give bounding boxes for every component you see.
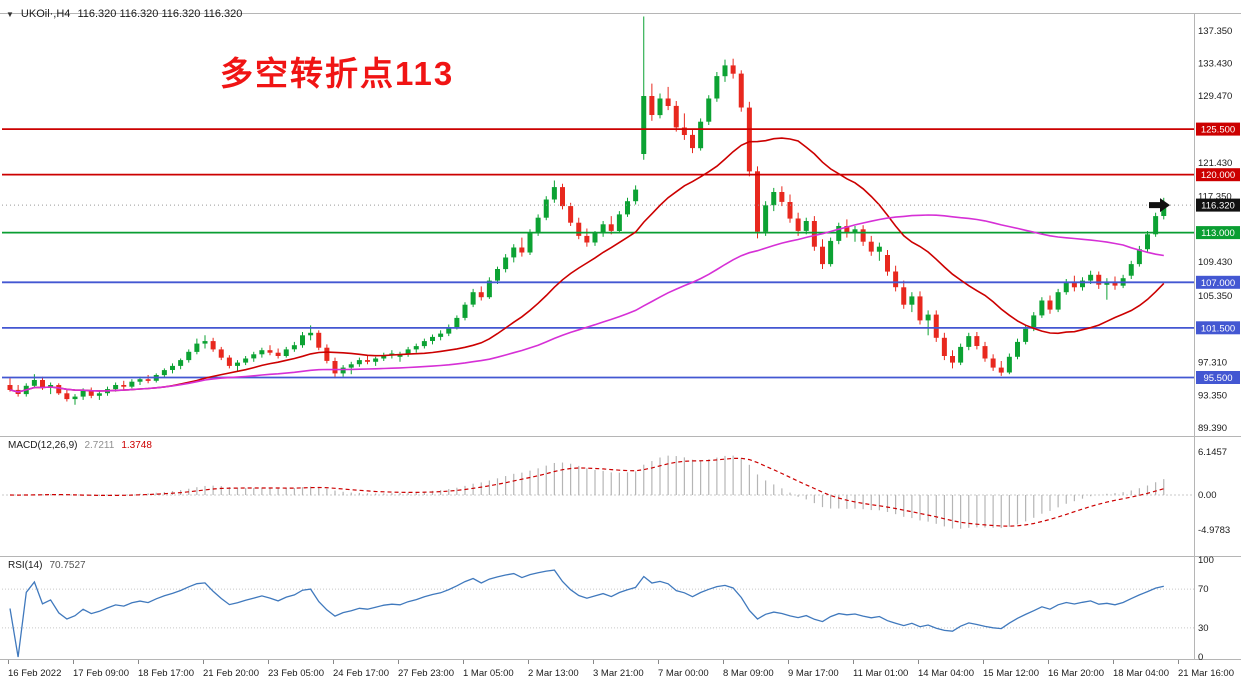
svg-text:137.350: 137.350 (1198, 26, 1232, 37)
price-arrow-icon (1149, 198, 1170, 213)
svg-text:23 Feb 05:00: 23 Feb 05:00 (268, 668, 324, 679)
svg-text:8 Mar 09:00: 8 Mar 09:00 (723, 668, 774, 679)
svg-text:9 Mar 17:00: 9 Mar 17:00 (788, 668, 839, 679)
price-tag: 113.000 (1196, 226, 1240, 240)
rsi-indicator-label: RSI(14) 70.7527 (8, 560, 86, 571)
svg-text:97.310: 97.310 (1198, 358, 1227, 369)
svg-text:105.350: 105.350 (1198, 291, 1232, 302)
svg-text:2 Mar 13:00: 2 Mar 13:00 (528, 668, 579, 679)
current-price-tag: 116.320 (1196, 198, 1240, 212)
svg-text:1 Mar 05:00: 1 Mar 05:00 (463, 668, 514, 679)
rsi-name: RSI(14) (8, 560, 43, 571)
svg-text:17 Feb 09:00: 17 Feb 09:00 (73, 668, 129, 679)
svg-text:7 Mar 00:00: 7 Mar 00:00 (658, 668, 709, 679)
svg-text:21 Mar 16:00: 21 Mar 16:00 (1178, 668, 1234, 679)
macd-indicator-label: MACD(12,26,9) 2.7211 1.3748 (8, 440, 152, 451)
svg-text:107.000: 107.000 (1201, 278, 1235, 289)
macd-signal-line (9, 457, 1164, 527)
svg-text:24 Feb 17:00: 24 Feb 17:00 (333, 668, 389, 679)
price-tag: 107.000 (1196, 275, 1240, 289)
svg-text:93.350: 93.350 (1198, 390, 1227, 401)
svg-text:113.000: 113.000 (1201, 228, 1235, 239)
svg-text:100: 100 (1198, 555, 1214, 566)
current-price-line (2, 198, 1194, 213)
ma-slow-line (9, 214, 1164, 393)
svg-text:109.430: 109.430 (1198, 257, 1232, 268)
svg-text:-4.9783: -4.9783 (1198, 525, 1230, 536)
svg-text:27 Feb 23:00: 27 Feb 23:00 (398, 668, 454, 679)
svg-text:125.500: 125.500 (1201, 125, 1235, 136)
symbol-period-label: UKOil·,H4 (20, 8, 71, 20)
svg-text:120.000: 120.000 (1201, 170, 1235, 181)
rsi-axis: 100 70 30 0 (1198, 555, 1214, 663)
svg-text:129.470: 129.470 (1198, 91, 1232, 102)
macd-axis: 6.1457 0.00 -4.9783 (1198, 447, 1230, 536)
ohlc-quotes: 116.320 116.320 116.320 116.320 (77, 8, 243, 20)
ma-fast (9, 137, 1165, 393)
svg-text:3 Mar 21:00: 3 Mar 21:00 (593, 668, 644, 679)
svg-text:14 Mar 04:00: 14 Mar 04:00 (918, 668, 974, 679)
svg-text:95.500: 95.500 (1203, 373, 1232, 384)
svg-text:21 Feb 20:00: 21 Feb 20:00 (203, 668, 259, 679)
macd-signal-value: 1.3748 (121, 440, 152, 451)
rsi-panel (2, 569, 1194, 658)
rsi-value: 70.7527 (49, 560, 86, 571)
svg-text:101.500: 101.500 (1201, 323, 1235, 334)
rsi-line (9, 569, 1164, 658)
price-axis: 137.350 133.430 129.470 121.430 117.350 109.4… (1198, 26, 1232, 434)
svg-text:16 Feb 2022: 16 Feb 2022 (8, 668, 61, 679)
svg-text:70: 70 (1198, 584, 1209, 595)
svg-text:30: 30 (1198, 623, 1209, 634)
svg-text:0: 0 (1198, 652, 1203, 663)
svg-text:133.430: 133.430 (1198, 59, 1232, 70)
macd-main-value: 2.7211 (84, 440, 115, 451)
svg-text:121.430: 121.430 (1198, 158, 1232, 169)
svg-text:116.320: 116.320 (1201, 201, 1235, 212)
macd-panel (2, 455, 1194, 529)
ma-fast-line (9, 137, 1165, 393)
macd-name: MACD(12,26,9) (8, 440, 78, 451)
chart-annotation-text[interactable]: 多空转折点113 (220, 55, 454, 92)
svg-text:0.00: 0.00 (1198, 490, 1217, 501)
price-tag: 125.500 (1196, 122, 1240, 136)
time-axis: 16 Feb 2022 17 Feb 09:00 18 Feb 17:00 21 Fe… (8, 660, 1234, 679)
svg-text:11 Mar 01:00: 11 Mar 01:00 (853, 668, 908, 679)
svg-text:6.1457: 6.1457 (1198, 447, 1227, 458)
price-tag: 101.500 (1196, 321, 1240, 335)
svg-text:16 Mar 20:00: 16 Mar 20:00 (1048, 668, 1104, 679)
price-tag: 95.500 (1196, 371, 1240, 384)
candles-layer (7, 16, 1167, 405)
ma-slow (9, 214, 1164, 393)
svg-text:18 Mar 04:00: 18 Mar 04:00 (1113, 668, 1169, 679)
price-tag: 120.000 (1196, 168, 1240, 182)
svg-text:15 Mar 12:00: 15 Mar 12:00 (983, 668, 1039, 679)
svg-text:18 Feb 17:00: 18 Feb 17:00 (138, 668, 194, 679)
svg-text:117.350: 117.350 (1198, 192, 1232, 203)
panel-borders (0, 13, 1241, 660)
hlines-layer[interactable] (2, 128, 1194, 379)
symbol-ohlc-bar: ▼ UKOil·,H4 116.320 116.320 116.320 116.… (6, 8, 242, 20)
svg-text:89.390: 89.390 (1198, 423, 1227, 434)
collapse-triangle-icon[interactable]: ▼ (6, 9, 14, 19)
